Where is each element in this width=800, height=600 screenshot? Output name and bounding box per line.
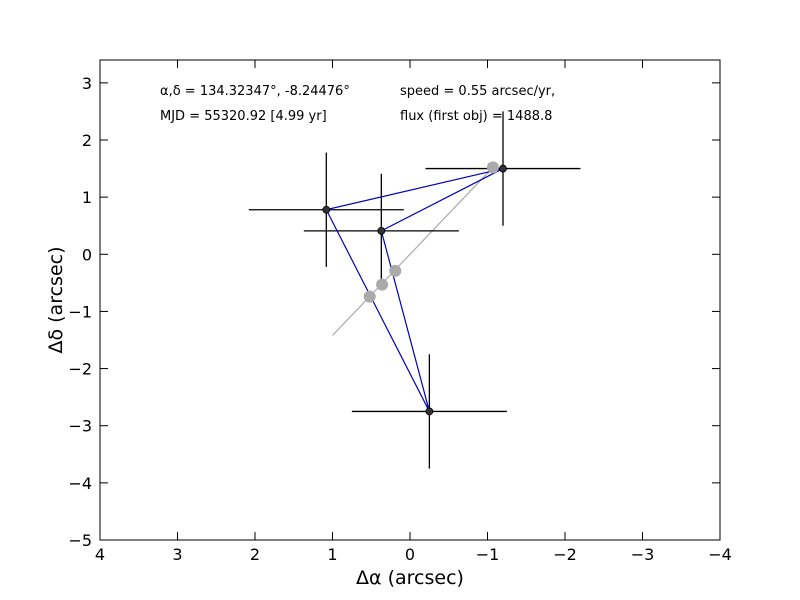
axis-ticks: 4 3 2 1 0 −1 −2 −3 −4 −5 −4 −3 −2 −1 0 1 2 3 bbox=[68, 60, 732, 564]
y-tick-label-1: −4 bbox=[68, 474, 92, 493]
annotation-flux: flux (first obj) = 1488.8 bbox=[400, 109, 552, 124]
x-tick-label-8: −4 bbox=[708, 545, 732, 564]
x-tick-label-5: −1 bbox=[476, 545, 500, 564]
x-tick-label-1: 3 bbox=[172, 545, 182, 564]
x-tick-label-4: 0 bbox=[405, 545, 415, 564]
model-track-line bbox=[332, 167, 494, 336]
model-point-0 bbox=[486, 161, 499, 174]
x-tick-label-6: −2 bbox=[553, 545, 577, 564]
plot-frame bbox=[99, 59, 721, 541]
model-point-3 bbox=[389, 264, 402, 277]
y-tick-label-3: −2 bbox=[68, 360, 92, 379]
model-point-1 bbox=[363, 290, 376, 303]
x-tick-label-2: 2 bbox=[250, 545, 260, 564]
y-axis-label: Δδ (arcsec) bbox=[45, 246, 67, 353]
x-axis-label: Δα (arcsec) bbox=[356, 567, 464, 589]
annotation-mjd: MJD = 55320.92 [4.99 yr] bbox=[160, 109, 327, 124]
y-tick-label-6: 1 bbox=[82, 188, 92, 207]
observation-connector bbox=[325, 167, 504, 412]
observation-point-3 bbox=[425, 407, 434, 416]
annotation-speed: speed = 0.55 arcsec/yr, bbox=[400, 84, 555, 99]
x-tick-label-0: 4 bbox=[95, 545, 105, 564]
x-tick-label-7: −3 bbox=[631, 545, 655, 564]
plot-contents bbox=[248, 111, 581, 469]
x-tick-label-3: 1 bbox=[327, 545, 337, 564]
y-tick-label-7: 2 bbox=[82, 131, 92, 150]
y-tick-label-5: 0 bbox=[82, 245, 92, 264]
model-point-2 bbox=[376, 278, 389, 291]
y-tick-label-2: −3 bbox=[68, 417, 92, 436]
y-tick-label-8: 3 bbox=[82, 74, 92, 93]
annotation-radec: α,δ = 134.32347°, -8.24476° bbox=[160, 84, 350, 99]
y-tick-label-4: −1 bbox=[68, 302, 92, 321]
observation-point-0 bbox=[499, 164, 507, 173]
observation-point-2 bbox=[377, 226, 386, 235]
observation-point-1 bbox=[322, 205, 331, 214]
y-tick-label-0: −5 bbox=[68, 531, 92, 550]
